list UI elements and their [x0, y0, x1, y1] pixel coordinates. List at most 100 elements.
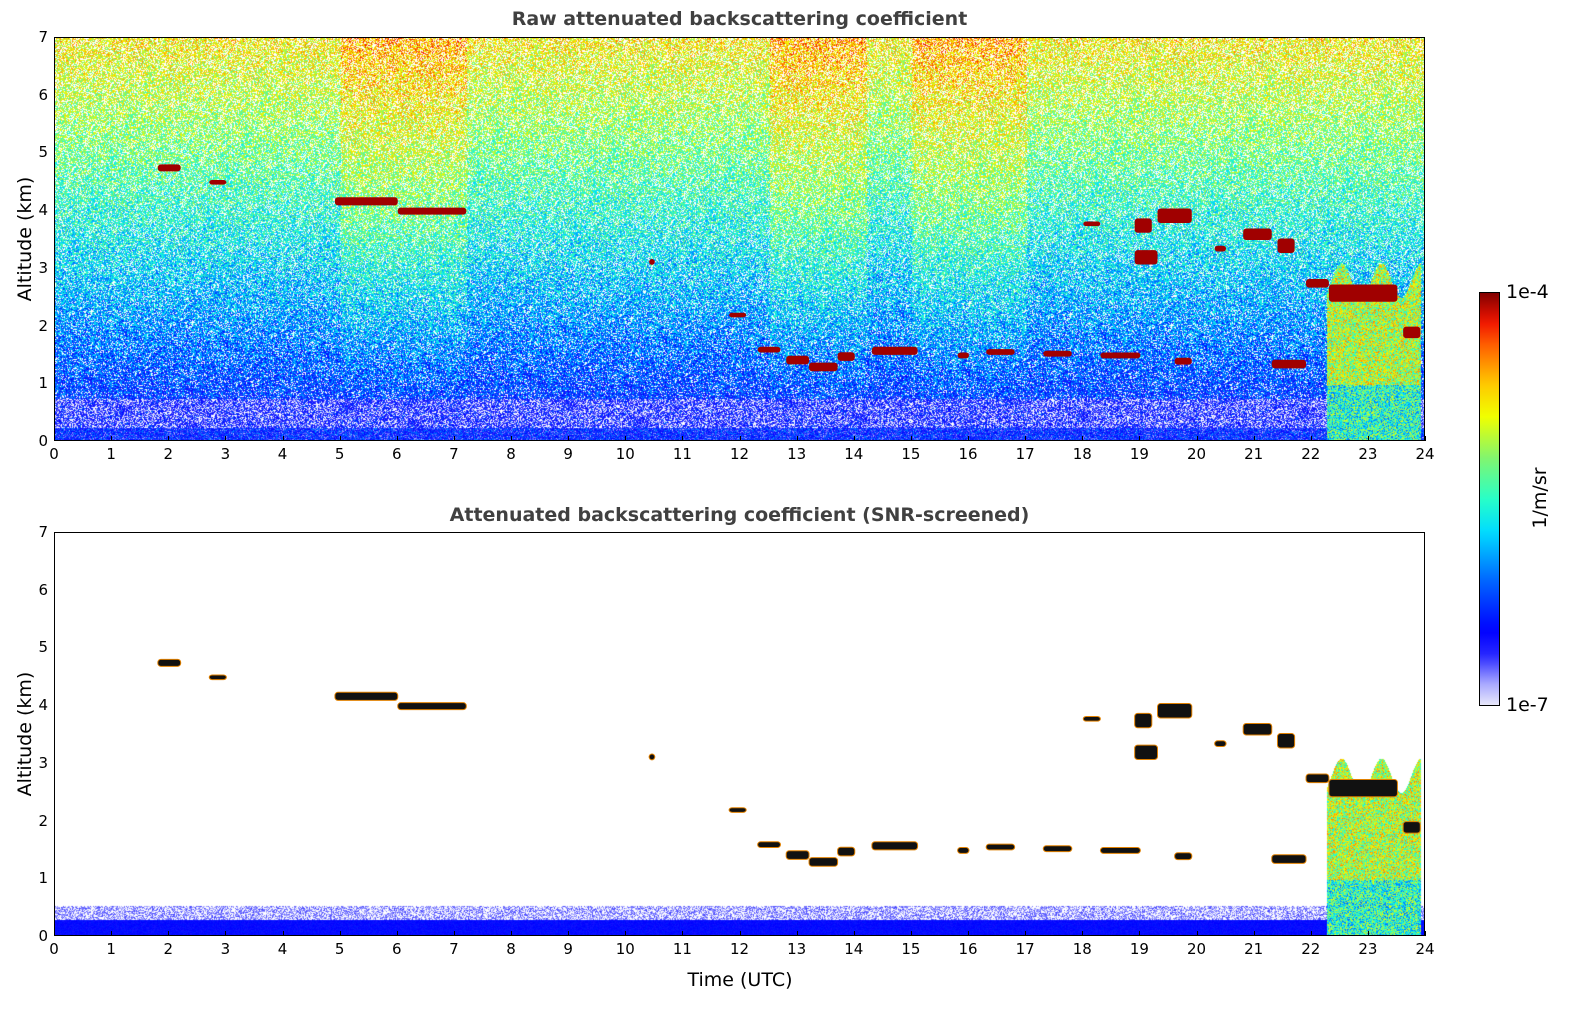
y-tick-label: 3 [38, 753, 48, 772]
x-tick-label: 24 [1415, 940, 1435, 958]
x-tick-mark [453, 931, 455, 936]
y-tick-label: 2 [38, 316, 48, 335]
x-tick-label: 2 [163, 940, 174, 958]
x-tick-label: 11 [672, 940, 692, 958]
y-tick-label: 0 [38, 432, 48, 450]
cloud-layer-14 [1100, 352, 1141, 359]
cloud-layer-11 [957, 847, 970, 854]
x-tick-label: 6 [391, 445, 402, 463]
cloud-layer-3 [397, 702, 467, 711]
x-tick-mark [1196, 931, 1198, 936]
x-tick-mark [396, 931, 398, 936]
cloud-layer-13 [1043, 350, 1072, 357]
x-tick-mark [739, 436, 741, 441]
x-tick-mark [1367, 436, 1369, 441]
x-tick-label: 24 [1415, 445, 1435, 463]
cloud-layer-10 [871, 841, 919, 851]
x-tick-mark [225, 931, 227, 936]
cloud-layer-10 [871, 346, 918, 355]
x-tick-label: 5 [334, 445, 345, 463]
cloud-layer-12 [985, 843, 1016, 851]
x-tick-label: 13 [787, 445, 807, 463]
y-tick-label: 1 [38, 869, 48, 888]
x-tick-mark [511, 436, 512, 441]
x-tick-mark [1025, 931, 1027, 936]
cloud-layer-0 [157, 658, 182, 667]
x-tick-label: 17 [1015, 445, 1035, 463]
cloud-layer-19 [1134, 744, 1159, 761]
x-tick-mark [1025, 436, 1027, 441]
y-tick-label: 7 [38, 28, 48, 46]
cloud-layer-6 [757, 346, 781, 353]
x-tick-label: 18 [1072, 445, 1092, 463]
x-tick-mark [511, 931, 512, 936]
x-tick-mark [1310, 931, 1312, 936]
cloud-layer-2 [334, 691, 399, 701]
x-tick-label: 19 [1129, 940, 1149, 958]
x-tick-label: 12 [729, 940, 750, 958]
cloud-layer-5 [728, 807, 747, 813]
cloud-layer-24 [1306, 278, 1329, 288]
heatmap-raw [54, 37, 1425, 441]
x-tick-mark [1139, 436, 1141, 441]
x-tick-label: 6 [391, 940, 402, 958]
cloud-layers-raw [157, 164, 1421, 372]
x-tick-mark [853, 931, 855, 936]
x-tick-mark [54, 931, 55, 936]
x-tick-mark [968, 931, 969, 936]
cloud-layer-4 [648, 753, 656, 761]
x-tick-label: 1 [106, 940, 116, 958]
x-tick-mark [1425, 436, 1426, 441]
x-tick-label: 14 [844, 445, 864, 463]
x-tick-label: 15 [901, 445, 921, 463]
cloud-layer-22 [1277, 238, 1295, 253]
x-tick-label: 13 [787, 940, 807, 958]
x-tick-label: 7 [449, 940, 459, 958]
cloud-layer-20 [1214, 245, 1227, 252]
cloud-layer-6 [757, 841, 781, 849]
cloud-layer-15 [1174, 357, 1192, 365]
cloud-layers-screened [157, 658, 1421, 867]
chart-title-raw: Raw attenuated backscattering coefficien… [511, 8, 968, 30]
cloud-layer-2 [334, 197, 398, 206]
x-tick-label: 10 [615, 940, 635, 958]
x-tick-label: 5 [334, 940, 345, 958]
colorbar-max-label: 1e-4 [1506, 281, 1549, 303]
cloud-layer-17 [1134, 218, 1152, 233]
cloud-layer-24 [1305, 773, 1330, 784]
x-tick-label: 8 [506, 445, 516, 463]
x-tick-mark [682, 436, 684, 441]
x-tick-mark [453, 436, 455, 441]
x-tick-mark [396, 436, 398, 441]
x-tick-label: 21 [1244, 445, 1264, 463]
cloud-layer-3 [397, 207, 467, 215]
x-tick-label: 11 [672, 445, 692, 463]
x-tick-mark [111, 436, 113, 441]
cloud-layer-1 [209, 179, 227, 185]
x-tick-mark [910, 436, 912, 441]
x-tick-mark [1253, 436, 1255, 441]
cloud-layer-26 [1402, 821, 1421, 834]
x-tick-label: 1 [106, 445, 116, 463]
cloud-layer-16 [1082, 716, 1101, 722]
y-tick-label: 5 [38, 638, 48, 657]
x-tick-mark [1367, 931, 1369, 936]
cloud-layer-4 [649, 259, 655, 265]
cloud-layer-9 [837, 352, 855, 361]
y-tick-label: 3 [38, 258, 48, 277]
x-tick-label: 18 [1072, 940, 1092, 958]
x-tick-label: 9 [563, 445, 573, 463]
x-tick-mark [1310, 436, 1312, 441]
y-tick-label: 5 [38, 143, 48, 162]
x-tick-mark [111, 931, 113, 936]
x-tick-label: 10 [615, 445, 635, 463]
cloud-layer-21 [1242, 722, 1273, 736]
cloud-layer-8 [809, 362, 838, 372]
y-axis-label-raw: Altitude (km) [14, 176, 36, 302]
backscatter-image-raw [55, 38, 1424, 440]
colorbar [1479, 292, 1500, 706]
x-tick-label: 12 [729, 445, 750, 463]
x-tick-label: 3 [220, 940, 231, 958]
x-tick-mark [339, 931, 341, 936]
x-tick-mark [54, 436, 55, 441]
